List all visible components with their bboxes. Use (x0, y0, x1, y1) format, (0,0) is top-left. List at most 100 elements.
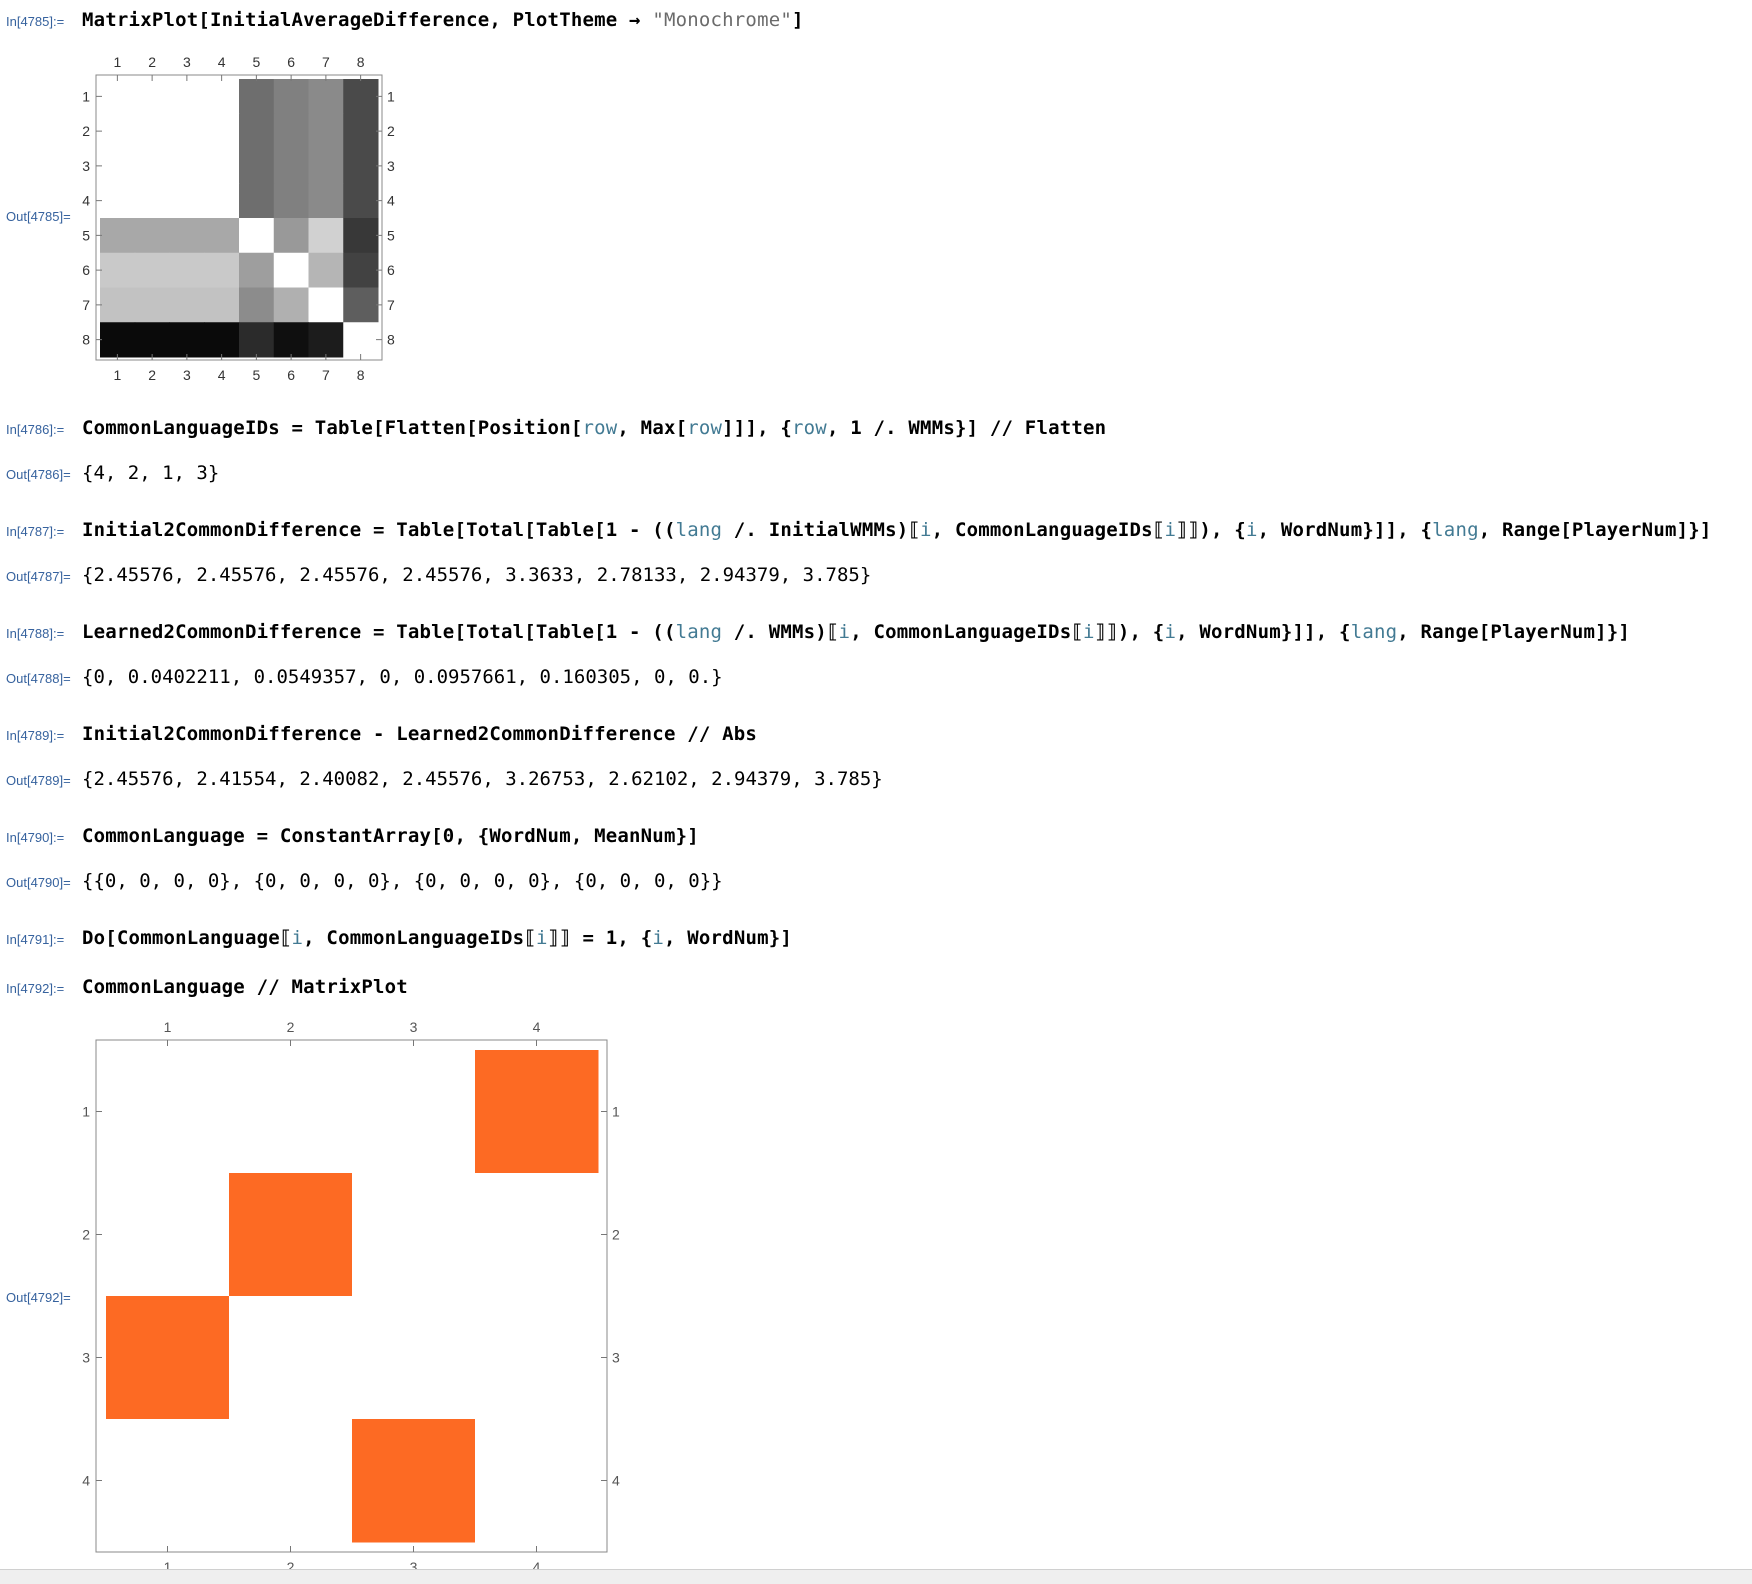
code-token: CommonLanguageIDs = Table[Flatten[Positi… (82, 417, 583, 439)
input-label: In[4788]:= (6, 626, 65, 641)
monochrome-cell (343, 183, 379, 219)
common-language-cell (229, 1173, 353, 1297)
monochrome-cell (134, 218, 170, 254)
monochrome-cell (100, 287, 136, 323)
monochrome-cell (273, 252, 309, 288)
input-label: In[4789]:= (6, 728, 65, 743)
monochrome-row-tick-left: 3 (82, 158, 90, 174)
monochrome-cell (273, 79, 309, 115)
code-token: , Max[ (617, 417, 688, 439)
code-token: ] (791, 9, 804, 31)
common-language-row-tick-right: 3 (612, 1350, 620, 1366)
monochrome-cell (308, 79, 344, 115)
monochrome-row-tick-left: 1 (82, 88, 90, 104)
matrix-plot-common-language[interactable]: 1 1 2 2 3 3 4 4 1 1 2 2 3 3 4 4 (80, 1010, 640, 1569)
output-label: Out[4789]= (6, 773, 71, 788)
input-code[interactable]: Do[CommonLanguage⟦i, CommonLanguageIDs⟦i… (82, 927, 792, 949)
monochrome-cell (134, 287, 170, 323)
input-code[interactable]: Learned2CommonDifference = Table[Total[T… (82, 621, 1630, 643)
code-token: , Range[PlayerNum]}] (1397, 621, 1631, 643)
monochrome-cell (273, 148, 309, 184)
common-language-cell (106, 1173, 230, 1297)
code-string: "Monochrome" (652, 9, 792, 31)
monochrome-col-tick-bottom: 3 (183, 367, 191, 383)
monochrome-row-tick-left: 4 (82, 193, 90, 209)
input-code[interactable]: CommonLanguage = ConstantArray[0, {WordN… (82, 825, 699, 847)
code-token: /. InitialWMMs)⟦ (722, 519, 921, 541)
monochrome-cell (204, 183, 240, 219)
monochrome-col-tick-top: 6 (287, 54, 295, 70)
common-language-cell (352, 1173, 476, 1297)
monochrome-cell (169, 113, 205, 149)
monochrome-row-tick-right: 2 (387, 123, 395, 139)
monochrome-col-tick-bottom: 8 (357, 367, 365, 383)
code-token: Learned2CommonDifference = Table[Total[T… (82, 621, 676, 643)
output-value: {0, 0.0402211, 0.0549357, 0, 0.0957661, … (82, 666, 723, 688)
monochrome-cell (100, 252, 136, 288)
monochrome-cell (308, 148, 344, 184)
common-language-col-tick-bottom: 4 (533, 1559, 541, 1569)
input-code[interactable]: MatrixPlot[InitialAverageDifference, Plo… (82, 9, 804, 31)
output-value: {4, 2, 1, 3} (82, 462, 220, 484)
common-language-row-tick-left: 4 (82, 1473, 90, 1489)
monochrome-row-tick-left: 5 (82, 227, 90, 243)
input-code[interactable]: CommonLanguageIDs = Table[Flatten[Positi… (82, 417, 1106, 439)
code-variable: lang (675, 519, 723, 541)
window-bottom-edge (0, 1569, 1752, 1584)
code-token: , CommonLanguageIDs⟦ (931, 519, 1165, 541)
monochrome-cell (100, 183, 136, 219)
code-variable: i (291, 927, 304, 949)
output-value: {2.45576, 2.45576, 2.45576, 2.45576, 3.3… (82, 564, 872, 586)
input-code[interactable]: Initial2CommonDifference = Table[Total[T… (82, 519, 1712, 541)
monochrome-cell (343, 322, 379, 358)
monochrome-cell (343, 113, 379, 149)
code-token: , WordNum}] (663, 927, 793, 949)
code-token: ⟧⟧), { (1176, 519, 1246, 541)
common-language-row-tick-right: 1 (612, 1104, 620, 1120)
monochrome-row-tick-right: 6 (387, 262, 395, 278)
monochrome-cell (308, 322, 344, 358)
common-language-col-tick-top: 4 (533, 1019, 541, 1035)
monochrome-row-tick-right: 1 (387, 88, 395, 104)
monochrome-cell (134, 322, 170, 358)
monochrome-row-tick-left: 2 (82, 123, 90, 139)
common-language-cell (106, 1050, 230, 1174)
code-token: /. WMMs)⟦ (722, 621, 839, 643)
monochrome-row-tick-left: 8 (82, 332, 90, 348)
monochrome-cell (134, 79, 170, 115)
monochrome-cell (273, 218, 309, 254)
output-label: Out[4787]= (6, 569, 71, 584)
code-token: ⟧⟧), { (1094, 621, 1165, 643)
monochrome-cell (204, 287, 240, 323)
monochrome-cell (169, 79, 205, 115)
code-variable: i (1164, 519, 1177, 541)
input-code[interactable]: CommonLanguage // MatrixPlot (82, 976, 408, 998)
code-variable: lang (1350, 621, 1398, 643)
monochrome-cell (343, 287, 379, 323)
monochrome-cell (100, 148, 136, 184)
code-variable: i (920, 519, 932, 541)
monochrome-cell (239, 183, 275, 219)
code-variable: i (535, 927, 548, 949)
common-language-cell (475, 1173, 599, 1297)
monochrome-cell (134, 113, 170, 149)
monochrome-cell (239, 148, 275, 184)
output-label: Out[4788]= (6, 671, 71, 686)
common-language-col-tick-bottom: 3 (410, 1559, 418, 1569)
input-code[interactable]: Initial2CommonDifference - Learned2Commo… (82, 723, 757, 745)
input-label: In[4786]:= (6, 422, 65, 437)
common-language-row-tick-right: 4 (612, 1473, 620, 1489)
common-language-cell (229, 1296, 353, 1420)
code-token: , WordNum}]], { (1257, 519, 1433, 541)
output-label: Out[4790]= (6, 875, 71, 890)
code-token: ⟧⟧ = 1, { (547, 927, 653, 949)
monochrome-cell (308, 218, 344, 254)
monochrome-col-tick-top: 1 (113, 54, 121, 70)
monochrome-col-tick-bottom: 4 (218, 367, 226, 383)
monochrome-cell (308, 287, 344, 323)
monochrome-cell (169, 218, 205, 254)
matrix-plot-monochrome[interactable]: 1 1 2 2 3 3 4 4 5 5 6 6 7 7 8 8 1 1 2 2 3 3 4 4 5 5 6 6 7 7 8 8 (80, 48, 410, 390)
common-language-cell (352, 1050, 476, 1174)
monochrome-col-tick-top: 8 (357, 54, 365, 70)
monochrome-cell (134, 148, 170, 184)
